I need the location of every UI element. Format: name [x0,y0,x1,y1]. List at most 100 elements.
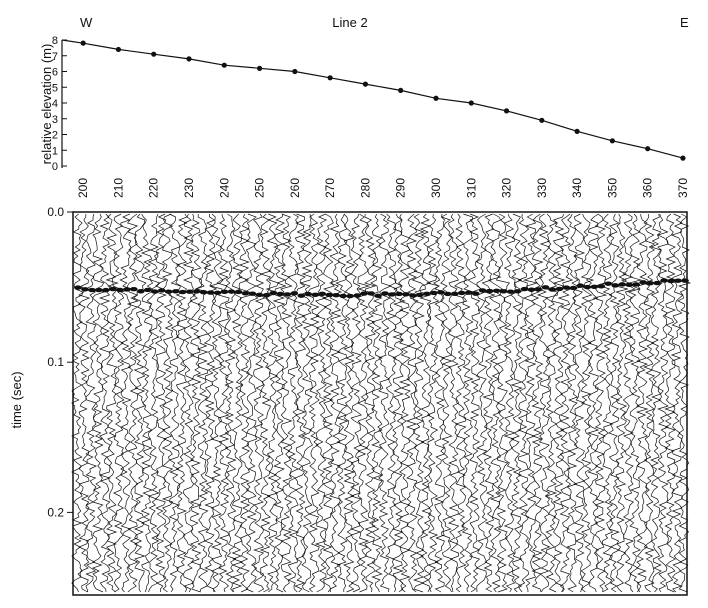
elevation-point [680,155,686,161]
reflector-wavelet [81,287,89,292]
seismic-trace [105,213,119,593]
reflector-wavelet [164,289,173,294]
elevation-x-tick-label: 300 [429,178,443,198]
elevation-point [433,95,439,101]
elevation-y-tick-label: 2 [52,130,58,142]
seismic-trace [571,213,587,593]
elevation-x-tick-label: 370 [676,178,690,198]
seismic-trace [126,213,139,593]
seismic-trace [111,213,125,593]
elevation-x-tick-label: 320 [500,178,514,198]
seismic-traces [71,213,692,593]
elevation-point [186,56,192,62]
reflector-wavelet [192,289,201,294]
reflector-wavelet [660,278,668,283]
elevation-y-ticks: 0 1 2 3 4 5 6 7 8 [52,35,67,173]
reflector-wavelet [262,292,271,298]
seismic-trace [259,213,273,593]
reflector-wavelet [597,284,606,289]
reflector-wavelet [185,289,194,294]
seismic-trace [140,213,154,593]
reflector-wavelet [576,283,585,288]
elevation-y-tick-label: 8 [52,35,58,47]
reflector-wavelet [485,288,494,294]
seismic-trace [293,213,307,593]
reflector-wavelet [674,278,682,283]
seismic-trace [71,213,84,593]
seismic-trace [119,213,134,593]
elevation-y-tick-label: 5 [52,82,58,94]
reflector-wavelet [109,286,117,292]
reflector-wavelet [116,287,124,293]
reflector-wavelet [241,291,250,296]
reflector-wavelet [548,287,557,292]
reflector-wavelet [388,292,396,297]
seismic-trace [566,213,579,593]
elevation-x-tick-label: 200 [76,178,90,198]
reflector-wavelet [311,292,320,297]
reflector-wavelet [430,290,438,296]
reflector-wavelet [625,282,634,288]
elevation-x-tick-label: 230 [182,178,196,198]
seismic-trace [286,213,300,593]
seismic-reflector [74,278,689,299]
reflector-wavelet [492,288,501,293]
elevation-point [327,75,333,81]
reflector-wavelet [234,289,243,295]
seismic-trace [433,213,446,593]
seismic-trace [369,213,384,593]
seismic-trace [557,213,574,593]
elevation-point [221,62,227,68]
seismic-trace [335,213,349,592]
elevation-x-tick-label: 350 [605,178,619,198]
elevation-x-tick-label: 290 [394,178,408,198]
reflector-wavelet [150,289,159,294]
seismic-trace [355,213,371,593]
reflector-wavelet [374,293,382,298]
elevation-x-tick-label: 260 [288,178,302,198]
seismic-trace [608,213,621,593]
seismic-trace [329,213,342,593]
reflector-wavelet [395,291,403,297]
elevation-y-tick-label: 6 [52,67,58,79]
seismic-trace [224,213,237,593]
elevation-point [398,87,404,93]
reflector-wavelet [276,291,285,297]
reflector-wavelet [583,284,592,290]
reflector-wavelet [646,280,654,286]
reflector-wavelet [513,289,522,294]
seismic-trace [322,213,335,593]
reflector-wavelet [95,287,103,293]
reflector-wavelet [129,286,138,292]
seismic-trace [592,213,608,593]
seismic-trace [203,213,218,593]
reflector-wavelet [290,291,299,296]
seismic-trace [175,213,188,593]
elevation-x-tick-label: 220 [147,178,161,198]
elevation-y-tick-label: 1 [52,145,58,157]
seismic-trace [503,213,517,593]
reflector-wavelet [527,287,536,292]
elevation-point [539,117,545,123]
reflector-wavelet [416,292,424,298]
reflector-wavelet [604,281,613,286]
reflector-wavelet [283,292,292,297]
reflector-wavelet [297,293,306,298]
seismic-trace [425,213,441,593]
elevation-point [80,40,86,46]
elevation-y-tick-label: 0 [52,161,58,173]
seismic-trace [461,213,475,593]
seismic-trace [314,213,328,593]
elevation-points [80,40,686,161]
reflector-wavelet [381,291,389,296]
seismic-trace [378,213,392,593]
seismic-trace [669,213,684,593]
seismic-trace [453,213,468,593]
reflector-wavelet [443,291,452,297]
seismic-trace [238,213,252,593]
seismic-trace [411,213,426,593]
west-label: W [80,15,93,30]
reflector-wavelet [639,280,647,285]
seismic-y-tick-label: 0.1 [47,355,64,369]
seismic-trace [265,213,279,593]
